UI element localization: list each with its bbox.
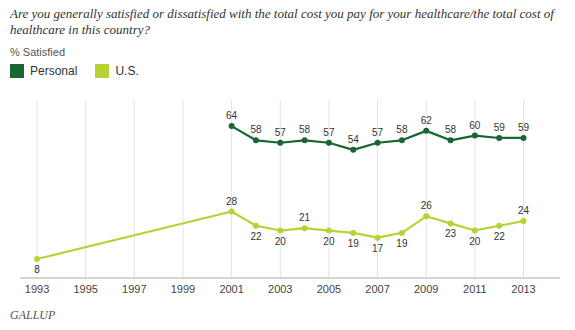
- legend: Personal U.S.: [10, 64, 139, 78]
- tick-label: 1993: [25, 283, 49, 295]
- legend-item: U.S.: [95, 64, 138, 78]
- data-label: 20: [275, 236, 287, 247]
- data-label: 19: [396, 238, 408, 249]
- data-label: 17: [372, 243, 384, 254]
- data-label: 58: [250, 124, 262, 135]
- chart: 1993 1995 1997 1999 2001 2003 2005 2007 2009 2011…: [0, 86, 575, 306]
- point: [350, 230, 356, 236]
- point: [277, 228, 283, 234]
- data-label: 24: [518, 205, 530, 216]
- point: [472, 228, 478, 234]
- data-label: 26: [421, 200, 433, 211]
- x-axis: [20, 278, 560, 279]
- grid-line: [426, 100, 427, 278]
- source: GALLUP: [10, 308, 55, 323]
- point: [302, 225, 308, 231]
- tick-label: 2009: [414, 283, 438, 295]
- data-label: 57: [372, 127, 384, 138]
- point: [521, 135, 527, 141]
- point: [326, 228, 332, 234]
- point: [350, 147, 356, 153]
- point: [399, 230, 405, 236]
- legend-swatch: [10, 64, 24, 78]
- tick-label: 1995: [73, 283, 97, 295]
- tick-label: 2003: [268, 283, 292, 295]
- point: [302, 137, 308, 143]
- data-label: 8: [34, 264, 40, 275]
- point: [472, 133, 478, 139]
- legend-label: Personal: [30, 64, 77, 78]
- point: [326, 140, 332, 146]
- grid-line: [37, 100, 38, 278]
- data-label: 58: [396, 124, 408, 135]
- data-label: 19: [348, 238, 360, 249]
- legend-item: Personal: [10, 64, 77, 78]
- grid-line: [85, 100, 86, 278]
- point: [277, 140, 283, 146]
- point: [375, 140, 381, 146]
- grid-line: [134, 100, 135, 278]
- data-label: 59: [494, 122, 506, 133]
- point: [253, 137, 259, 143]
- tick-label: 1997: [122, 283, 146, 295]
- legend-label: U.S.: [115, 64, 138, 78]
- data-labels: 64 58 57 58 57 54 57 58 62 58 60 59 59 8 28 22 20 21 20 19 1…: [34, 110, 529, 275]
- legend-swatch: [95, 64, 109, 78]
- point: [496, 223, 502, 229]
- tick-label: 2013: [511, 283, 535, 295]
- point: [229, 123, 235, 129]
- data-label: 62: [421, 115, 433, 126]
- title: Are you generally satisfied or dissatisf…: [10, 6, 565, 38]
- data-label: 54: [348, 134, 360, 145]
- point: [448, 220, 454, 226]
- point: [399, 137, 405, 143]
- data-label: 22: [494, 231, 506, 242]
- data-label: 57: [323, 127, 335, 138]
- data-label: 57: [275, 127, 287, 138]
- data-label: 20: [469, 236, 481, 247]
- tick-label: 2005: [317, 283, 341, 295]
- point: [448, 137, 454, 143]
- tick-label: 2011: [463, 283, 487, 295]
- y-label: % Satisfied: [10, 46, 65, 58]
- point: [253, 223, 259, 229]
- point: [496, 135, 502, 141]
- point: [423, 128, 429, 134]
- data-label: 23: [445, 228, 457, 239]
- data-label: 60: [469, 120, 481, 131]
- point: [375, 235, 381, 241]
- data-label: 58: [445, 124, 457, 135]
- tick-label: 1999: [171, 283, 195, 295]
- data-label: 21: [299, 212, 311, 223]
- point: [34, 256, 40, 262]
- point: [423, 213, 429, 219]
- tick-label: 2001: [219, 283, 243, 295]
- data-label: 20: [323, 236, 335, 247]
- plot-area: [34, 123, 526, 262]
- tick-label: 2007: [365, 283, 389, 295]
- data-label: 58: [299, 124, 311, 135]
- data-label: 22: [250, 231, 262, 242]
- point: [229, 209, 235, 215]
- point: [521, 218, 527, 224]
- data-label: 28: [226, 196, 238, 207]
- line: [37, 212, 523, 259]
- data-label: 59: [518, 122, 530, 133]
- data-label: 64: [226, 110, 238, 121]
- grid-line: [182, 100, 183, 278]
